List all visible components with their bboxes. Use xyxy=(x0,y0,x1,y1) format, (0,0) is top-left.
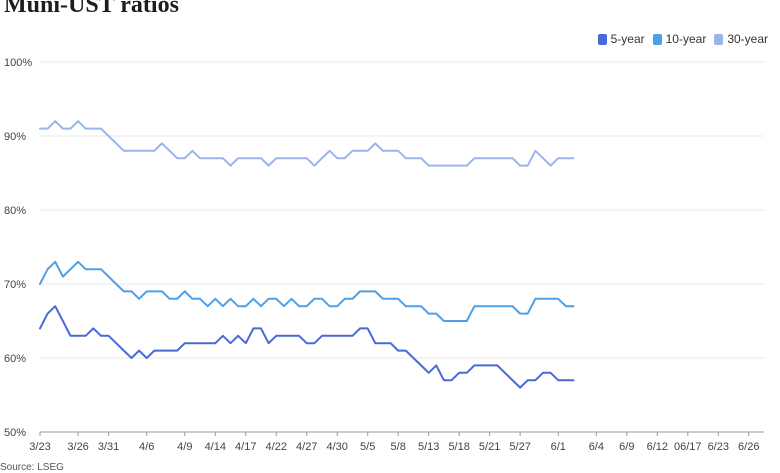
x-tick-label: 5/8 xyxy=(391,441,406,453)
x-tick-label: 6/9 xyxy=(619,441,634,453)
series-line-5-year xyxy=(39,305,575,389)
x-tick-label: 4/27 xyxy=(296,441,317,453)
x-tick-label: 6/23 xyxy=(708,441,729,453)
x-tick-label: 6/26 xyxy=(738,441,759,453)
chart-title: Muni-UST ratios xyxy=(4,0,179,18)
x-tick-label: 6/12 xyxy=(647,441,668,453)
x-tick-label: 4/17 xyxy=(235,441,256,453)
x-tick-label: 4/22 xyxy=(266,441,287,453)
legend-swatch-5-year xyxy=(597,33,607,45)
legend-swatch-30-year xyxy=(714,33,724,45)
legend: 5-year 10-year 30-year xyxy=(597,32,768,46)
x-tick-label: 4/30 xyxy=(327,441,348,453)
x-tick-label: 6/4 xyxy=(589,441,604,453)
x-tick-label: 06/17 xyxy=(674,441,702,453)
legend-item-5-year[interactable]: 5-year xyxy=(597,32,645,46)
x-tick-label: 5/21 xyxy=(479,441,500,453)
x-tick-label: 3/31 xyxy=(98,441,119,453)
series-line-10-year xyxy=(39,260,575,322)
legend-label-10-year: 10-year xyxy=(665,32,707,46)
x-tick-label: 5/27 xyxy=(509,441,530,453)
legend-label-5-year: 5-year xyxy=(610,32,645,46)
x-tick-label: 4/6 xyxy=(139,441,154,453)
y-tick-label: 100% xyxy=(4,57,32,69)
y-tick-label: 50% xyxy=(4,427,26,439)
x-tick-label: 3/23 xyxy=(29,441,50,453)
x-tick-label: 5/18 xyxy=(448,441,469,453)
legend-label-30-year: 30-year xyxy=(727,32,768,46)
y-tick-label: 70% xyxy=(4,279,26,291)
x-tick-label: 5/5 xyxy=(360,441,375,453)
legend-swatch-10-year xyxy=(652,33,662,45)
legend-item-30-year[interactable]: 30-year xyxy=(714,32,768,46)
x-tick-label: 4/9 xyxy=(177,441,192,453)
y-tick-label: 60% xyxy=(4,353,26,365)
legend-item-10-year[interactable]: 10-year xyxy=(652,32,707,46)
series-line-30-year xyxy=(39,120,575,167)
y-tick-label: 80% xyxy=(4,205,26,217)
x-tick-label: 4/14 xyxy=(205,441,226,453)
source-note: Source: LSEG xyxy=(0,462,64,473)
x-tick-label: 3/26 xyxy=(67,441,88,453)
x-tick-label: 5/13 xyxy=(418,441,439,453)
y-tick-label: 90% xyxy=(4,131,26,143)
x-tick-label: 6/1 xyxy=(551,441,566,453)
